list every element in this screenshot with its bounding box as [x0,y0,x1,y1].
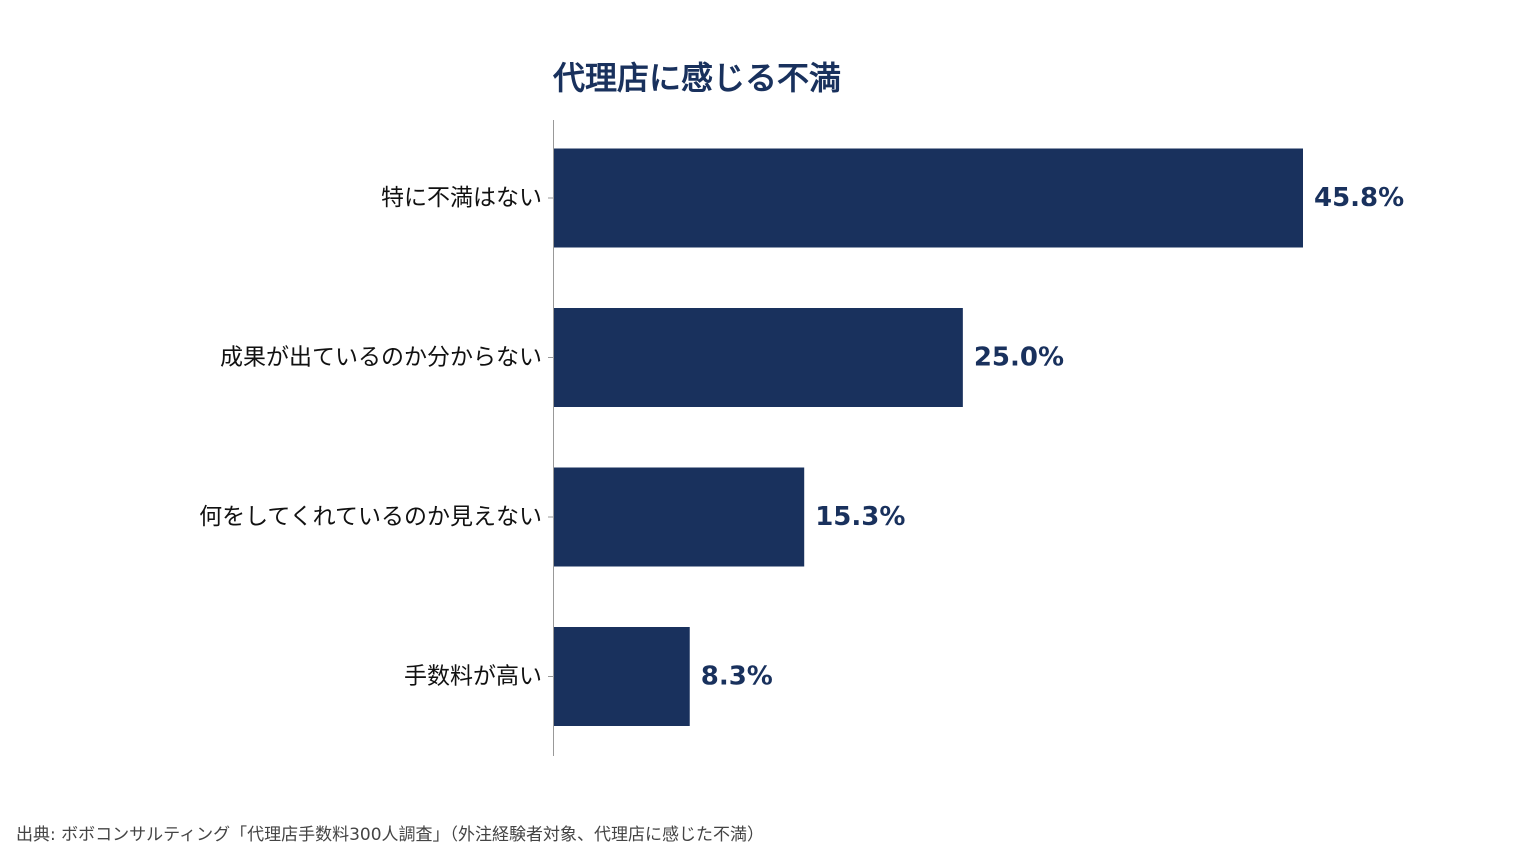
value-label: 45.8% [1314,183,1404,213]
value-label: 15.3% [815,502,905,532]
value-label: 25.0% [974,343,1064,373]
category-label: 成果が出ているのか分からない [220,345,542,371]
category-labels-group: 特に不満はない成果が出ているのか分からない何をしてくれているのか見えない手数料が… [199,185,542,690]
category-label: 手数料が高い [404,664,542,690]
source-note: 出典: ボボコンサルティング「代理店手数料300人調査」（外注経験者対象、代理店… [16,825,764,845]
category-label: 何をしてくれているのか見えない [199,504,542,530]
value-label: 8.3% [701,662,773,692]
value-labels-group: 45.8% 25.0% 15.3% 8.3% [701,183,1404,692]
chart-title: 代理店に感じる不満 [552,59,841,97]
bar [554,148,1303,248]
category-label: 特に不満はない [381,185,542,211]
bar [554,467,805,567]
y-ticks-group [548,197,553,677]
bar [554,308,963,407]
bar [554,627,690,726]
bars-group [554,148,1303,726]
